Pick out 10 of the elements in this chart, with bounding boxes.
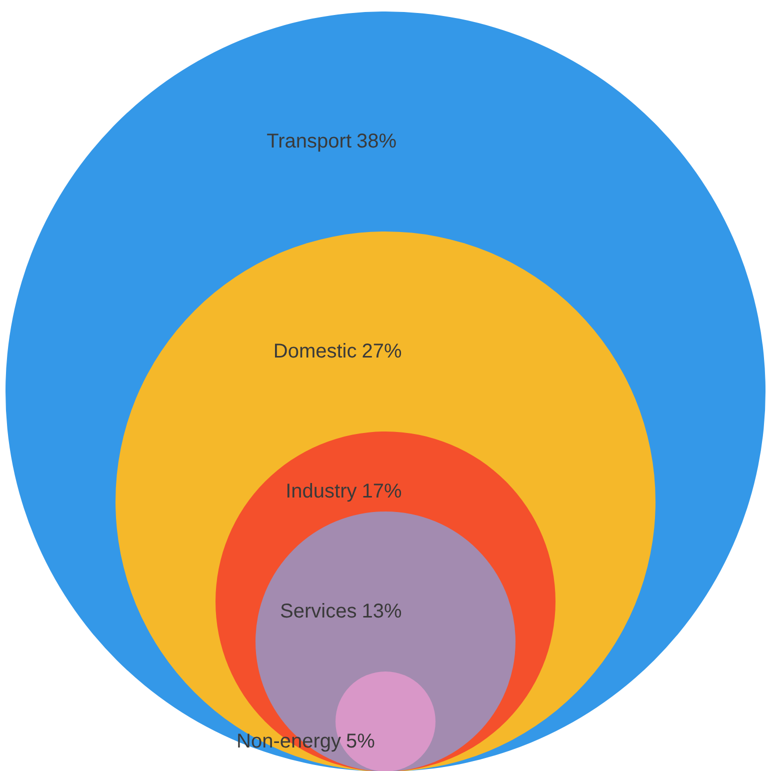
data-label: 27%	[362, 340, 402, 362]
category-label: Industry	[286, 480, 357, 502]
category-label: Transport	[266, 130, 352, 152]
category-label: Non-energy	[236, 730, 342, 752]
category-label: Services	[280, 600, 357, 622]
data-label: 13%	[362, 600, 402, 622]
data-label: 5%	[346, 730, 376, 752]
data-label: 38%	[356, 130, 397, 152]
category-label: Domestic	[273, 340, 357, 362]
data-label: 17%	[362, 480, 402, 502]
